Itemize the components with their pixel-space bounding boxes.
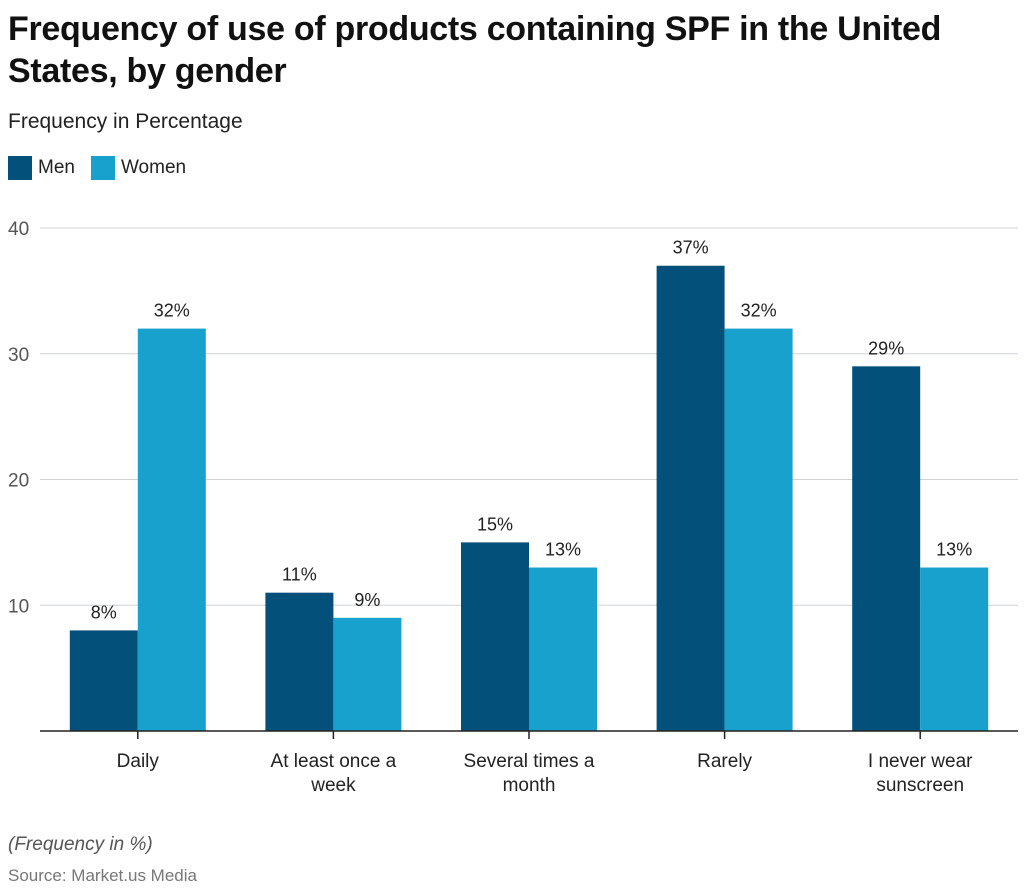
x-tick-label: Rarely <box>697 751 752 772</box>
data-label: 29% <box>868 338 904 358</box>
x-tick-label: week <box>310 775 356 796</box>
data-label: 8% <box>91 602 117 622</box>
x-tick-label: Several times a <box>464 751 595 772</box>
y-tick-label: 20 <box>8 471 29 492</box>
legend: Men Women <box>8 156 186 180</box>
bar-men <box>69 630 138 731</box>
data-label: 32% <box>741 301 777 321</box>
chart-title: Frequency of use of products containing … <box>8 10 942 90</box>
x-tick-label: At least once a <box>271 751 397 772</box>
data-label: 32% <box>154 301 190 321</box>
y-tick-label: 40 <box>8 219 29 240</box>
bar-men <box>265 592 334 731</box>
bar-women <box>920 567 989 731</box>
bar-men <box>461 542 529 731</box>
data-label: 11% <box>282 565 317 585</box>
x-tick-label: month <box>503 775 556 796</box>
data-label: 13% <box>545 540 581 560</box>
data-label: 9% <box>354 590 380 610</box>
legend-label-women: Women <box>120 157 187 178</box>
data-label: 15% <box>477 514 513 534</box>
bar-men <box>852 366 921 731</box>
x-tick-label: I never wear <box>868 751 973 772</box>
bar-women <box>529 567 597 731</box>
bar-women <box>724 328 793 731</box>
legend-swatch-men <box>8 156 32 180</box>
bar-women <box>333 617 402 731</box>
legend-swatch-women <box>90 156 115 180</box>
legend-label-men: Men <box>38 157 75 178</box>
data-label: 13% <box>936 540 972 560</box>
chart-note: (Frequency in %) <box>8 834 153 855</box>
chart-subtitle: Frequency in Percentage <box>8 110 243 133</box>
bar-men <box>656 265 725 731</box>
x-tick-label: sunscreen <box>876 775 964 796</box>
y-tick-label: 30 <box>8 345 29 366</box>
chart-source: Source: Market.us Media <box>8 866 197 885</box>
x-tick-label: Daily <box>117 751 160 772</box>
data-label: 37% <box>673 238 709 258</box>
bar-women <box>137 328 206 731</box>
legend-item-men: Men <box>8 156 75 180</box>
legend-item-women: Women <box>90 156 187 180</box>
y-tick-label: 10 <box>8 596 29 617</box>
